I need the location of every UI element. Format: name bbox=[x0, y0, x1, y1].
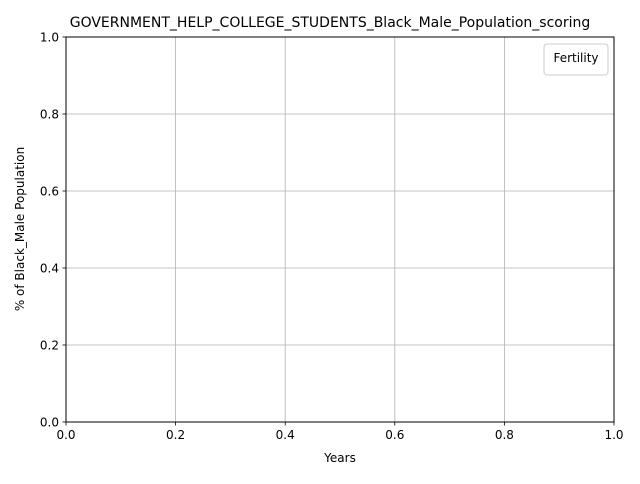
grid-lines bbox=[65, 36, 615, 423]
y-tick-label: 0.4 bbox=[40, 262, 59, 276]
x-tick-label: 1.0 bbox=[604, 428, 623, 442]
x-tick-label: 0.2 bbox=[166, 428, 185, 442]
chart-title: GOVERNMENT_HELP_COLLEGE_STUDENTS_Black_M… bbox=[70, 15, 591, 31]
y-tick-label: 0.0 bbox=[40, 416, 59, 430]
x-tick-label: 0.8 bbox=[495, 428, 514, 442]
x-axis-label: Years bbox=[323, 451, 356, 465]
legend: Fertility bbox=[543, 43, 609, 76]
y-tick-label: 0.8 bbox=[40, 108, 59, 122]
legend-title: Fertility bbox=[553, 51, 598, 65]
plot-frame bbox=[65, 36, 615, 423]
x-tick-label: 0.6 bbox=[385, 428, 404, 442]
y-tick-label: 0.6 bbox=[40, 185, 59, 199]
y-tick-label: 0.2 bbox=[40, 339, 59, 353]
y-tick-label: 1.0 bbox=[40, 31, 59, 45]
y-axis-label: % of Black_Male Population bbox=[13, 147, 27, 311]
x-tick-label: 0.0 bbox=[56, 428, 75, 442]
axis-ticks: 0.0 0.2 0.4 0.6 0.8 1.0 0.0 0.2 0.4 0.6 0.8 1.0 bbox=[40, 31, 624, 443]
x-tick-label: 0.4 bbox=[276, 428, 295, 442]
legend-box bbox=[543, 43, 609, 76]
